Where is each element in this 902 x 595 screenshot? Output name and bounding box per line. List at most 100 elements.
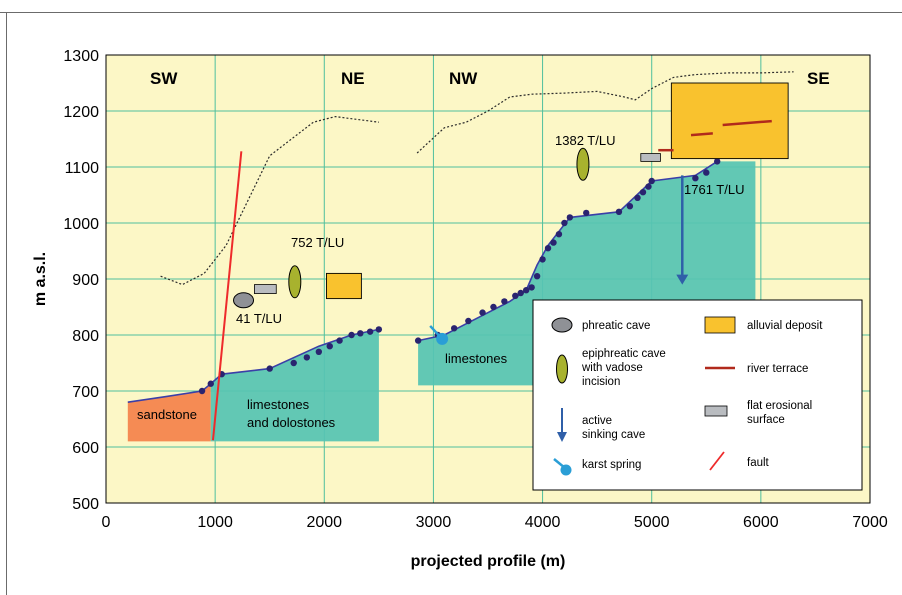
annotation-1761-tlu: 1761 T/LU bbox=[684, 182, 744, 197]
rock-label-limestones-dolostones-2: and dolostones bbox=[247, 415, 336, 430]
cave-point-2-0 bbox=[414, 337, 422, 344]
cave-point-2-26 bbox=[703, 169, 710, 176]
limestone-dolostone-area bbox=[210, 329, 379, 442]
y-tick-label-800: 800 bbox=[72, 328, 99, 345]
cave-point-2-9 bbox=[523, 287, 530, 294]
cave-point-2-3 bbox=[465, 317, 472, 325]
cave-point-2-10 bbox=[528, 284, 535, 291]
x-tick-label-0: 0 bbox=[102, 514, 111, 531]
cave-point-1-6 bbox=[315, 348, 323, 355]
fault-legend-icon bbox=[709, 451, 725, 471]
x-tick-label-4000: 4000 bbox=[525, 514, 561, 531]
y-tick-label-600: 600 bbox=[72, 440, 99, 457]
y-tick-label-1100: 1100 bbox=[65, 160, 100, 177]
legend-label-active-sinking-cave-2: sinking cave bbox=[582, 429, 645, 441]
x-tick-label-5000: 5000 bbox=[634, 514, 670, 531]
axis-ticks: 0 1000 2000 3000 4000 5000 6000 7000 500 600 700 80… bbox=[63, 48, 887, 531]
flat-erosional-surface-0 bbox=[254, 284, 277, 294]
x-tick-label-6000: 6000 bbox=[743, 514, 779, 531]
sandstone-area bbox=[127, 383, 211, 442]
y-tick-label-1300: 1300 bbox=[63, 48, 99, 65]
region-label-ne: NE bbox=[341, 69, 365, 88]
annotation-752-tlu: 752 T/LU bbox=[291, 235, 344, 250]
surface-profile-line-1 bbox=[160, 115, 379, 286]
cave-point-2-25 bbox=[692, 175, 699, 182]
cave-point-1-8 bbox=[336, 337, 343, 344]
cave-point-2-2 bbox=[450, 325, 458, 332]
cave-point-1-7 bbox=[326, 343, 333, 350]
cave-point-1-10 bbox=[357, 330, 364, 337]
cave-point-2-8 bbox=[517, 289, 524, 297]
cave-point-1-3 bbox=[266, 365, 273, 372]
x-axis-label: projected profile (m) bbox=[411, 553, 566, 570]
cave-point-2-11 bbox=[533, 273, 541, 280]
y-tick-label-1200: 1200 bbox=[63, 104, 99, 121]
legend-label-phreatic-cave: phreatic cave bbox=[582, 320, 650, 332]
legend-label-river-terrace: river terrace bbox=[747, 363, 808, 375]
fault-line bbox=[211, 151, 243, 441]
karst-spring-legend-icon bbox=[560, 464, 572, 476]
cave-point-2-27 bbox=[714, 158, 721, 165]
legend: phreatic cave epiphreatic cave with vado… bbox=[532, 299, 863, 491]
legend-label-epiphreatic-cave-2: with vadose bbox=[581, 362, 643, 374]
cave-point-2-16 bbox=[561, 219, 568, 227]
cave-point-2-15 bbox=[555, 231, 563, 238]
cave-point-1-0 bbox=[198, 387, 206, 395]
cave-point-2-20 bbox=[626, 203, 634, 210]
alluvial-deposit-0 bbox=[326, 272, 362, 300]
rock-label-limestones: limestones bbox=[445, 351, 508, 366]
cave-point-2-23 bbox=[645, 183, 652, 190]
cave-point-2-7 bbox=[512, 292, 519, 299]
region-label-sw: SW bbox=[150, 69, 178, 88]
legend-label-active-sinking-cave: active bbox=[582, 415, 612, 427]
rock-label-limestones-dolostones: limestones bbox=[247, 397, 310, 412]
river-terrace-1 bbox=[690, 132, 713, 137]
region-label-nw: NW bbox=[449, 69, 478, 88]
river-terrace-2 bbox=[722, 119, 772, 127]
x-tick-label-1000: 1000 bbox=[197, 514, 233, 531]
y-tick-label-700: 700 bbox=[72, 384, 99, 401]
y-tick-label-900: 900 bbox=[72, 272, 99, 289]
annotation-41-tlu: 41 T/LU bbox=[236, 311, 282, 326]
cave-point-2-13 bbox=[544, 245, 552, 252]
cave-point-2-22 bbox=[639, 189, 647, 196]
region-label-se: SE bbox=[807, 69, 830, 88]
annotation-1382-tlu: 1382 T/LU bbox=[555, 133, 615, 148]
cave-profile-line-2 bbox=[417, 160, 718, 342]
cave-point-2-19 bbox=[615, 208, 623, 215]
cave-point-1-1 bbox=[207, 380, 214, 387]
legend-label-alluvial-deposit: alluvial deposit bbox=[747, 320, 823, 332]
legend-label-flat-erosional-surface-2: surface bbox=[747, 414, 785, 426]
sinking-cave-arrowhead bbox=[676, 274, 689, 285]
flat-erosional-surface-legend-icon bbox=[704, 405, 728, 417]
epiphreatic-cave-0 bbox=[288, 265, 302, 299]
legend-label-flat-erosional-surface: flat erosional bbox=[747, 400, 812, 412]
legend-label-fault: fault bbox=[747, 457, 770, 469]
cave-point-2-4 bbox=[479, 309, 486, 316]
legend-box bbox=[532, 299, 863, 491]
y-tick-label-1000: 1000 bbox=[63, 216, 99, 233]
epiphreatic-cave-1 bbox=[576, 147, 590, 181]
x-tick-label-3000: 3000 bbox=[416, 514, 452, 531]
cave-point-1-4 bbox=[290, 359, 297, 367]
cave-point-2-24 bbox=[648, 177, 655, 185]
cave-point-1-11 bbox=[366, 328, 374, 335]
rock-label-sandstone: sandstone bbox=[137, 407, 197, 422]
cave-point-2-5 bbox=[490, 303, 497, 311]
y-tick-label-500: 500 bbox=[72, 496, 99, 513]
cave-point-1-12 bbox=[375, 326, 383, 333]
cave-point-2-6 bbox=[501, 298, 508, 305]
karst-spring bbox=[436, 332, 449, 345]
flat-erosional-surface-1 bbox=[640, 153, 661, 162]
cave-point-2-21 bbox=[634, 194, 641, 201]
frame-left-border bbox=[6, 12, 7, 595]
legend-label-karst-spring: karst spring bbox=[582, 459, 641, 471]
legend-label-epiphreatic-cave: epiphreatic cave bbox=[582, 348, 666, 360]
y-axis-label: m a.s.l. bbox=[32, 252, 49, 306]
x-tick-label-2000: 2000 bbox=[306, 514, 342, 531]
legend-label-epiphreatic-cave-3: incision bbox=[582, 376, 620, 388]
epiphreatic-cave-legend-icon bbox=[556, 354, 568, 384]
frame-top-border bbox=[0, 12, 902, 13]
sinking-cave-legend-arrowhead bbox=[557, 432, 567, 442]
